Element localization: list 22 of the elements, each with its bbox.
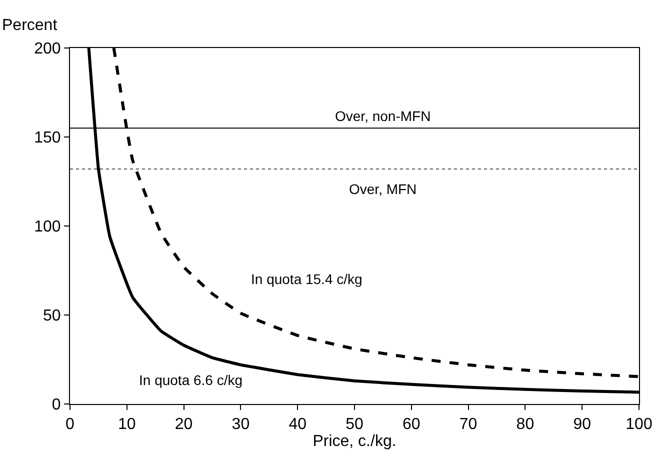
y-axis-title: Percent bbox=[2, 17, 58, 34]
x-tick-label: 100 bbox=[626, 416, 652, 434]
x-axis-title: Price, c./kg. bbox=[312, 433, 396, 450]
y-tick-label: 200 bbox=[34, 40, 61, 58]
y-tick-label: 150 bbox=[34, 130, 61, 147]
y-tick-label: 100 bbox=[34, 218, 61, 236]
x-tick-label: 60 bbox=[402, 416, 420, 434]
y-tick-label: 50 bbox=[43, 308, 61, 325]
ref-line-label: Over, MFN bbox=[349, 181, 417, 197]
ref-line-label: Over, non-MFN bbox=[335, 108, 431, 124]
annotation: In quota 6.6 c/kg bbox=[139, 372, 243, 388]
x-tick-label: 40 bbox=[288, 416, 307, 434]
x-tick-label: 70 bbox=[459, 416, 478, 434]
y-tick-label: 0 bbox=[52, 396, 61, 414]
x-tick-label: 20 bbox=[174, 416, 193, 434]
x-tick-label: 10 bbox=[118, 416, 136, 434]
x-tick-label: 30 bbox=[232, 416, 250, 434]
annotation: In quota 15.4 c/kg bbox=[251, 271, 362, 287]
x-tick-label: 80 bbox=[516, 416, 534, 434]
x-tick-label: 0 bbox=[66, 416, 75, 434]
x-tick-label: 50 bbox=[346, 416, 364, 434]
x-tick-label: 90 bbox=[573, 416, 592, 434]
